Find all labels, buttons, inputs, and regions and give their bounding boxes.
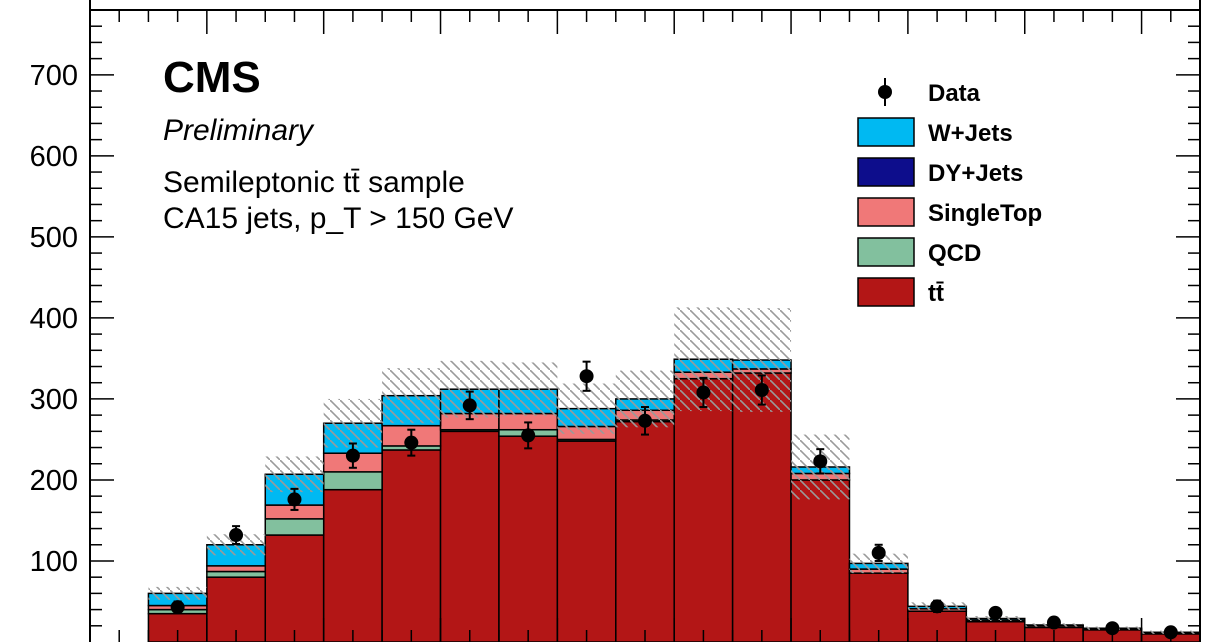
bar-tt-bin-9 bbox=[615, 420, 675, 642]
data-point-bin-5 bbox=[404, 435, 419, 450]
bar-tt-bin-6 bbox=[439, 430, 500, 642]
uncertainty-bin-4 bbox=[323, 398, 383, 448]
uncertainty-bin-5 bbox=[382, 368, 441, 424]
data-point-bin-4 bbox=[345, 448, 360, 463]
data-points bbox=[170, 360, 1178, 640]
uncertainty-bin-1 bbox=[148, 586, 207, 600]
data-point-bin-14 bbox=[930, 599, 945, 614]
y-tick-label-500: 500 bbox=[30, 222, 78, 254]
bar-tt-bin-11 bbox=[731, 372, 792, 642]
legend-swatch-tt bbox=[857, 277, 915, 307]
y-tick-label-600: 600 bbox=[30, 141, 78, 173]
data-point-bin-11 bbox=[754, 383, 769, 398]
legend-swatch-qcd bbox=[857, 237, 915, 267]
y-tick-label-100: 100 bbox=[30, 546, 78, 578]
bar-tt-bin-4 bbox=[322, 488, 383, 642]
uncertainty-bin-7 bbox=[498, 362, 558, 416]
preliminary-label: Preliminary bbox=[163, 114, 315, 147]
legend-label-singletop: SingleTop bbox=[928, 200, 1042, 227]
y-tick-label-700: 700 bbox=[30, 60, 78, 92]
bar-tt-bin-10 bbox=[673, 377, 734, 642]
sample-annotation: Semileptonic tt̄ sample bbox=[163, 166, 465, 199]
bar-singletop-bin-2 bbox=[206, 565, 267, 573]
mc-uncertainty-band bbox=[148, 307, 1200, 634]
data-point-bin-15 bbox=[988, 605, 1003, 620]
cms-title: CMS bbox=[163, 53, 261, 102]
bar-tt-bin-12 bbox=[790, 479, 851, 642]
bar-qcd-bin-2 bbox=[206, 570, 267, 578]
uncertainty-bin-8 bbox=[557, 383, 616, 434]
y-tick-label-400: 400 bbox=[30, 303, 78, 335]
legend-data-marker bbox=[878, 85, 892, 99]
y-tick-label-200: 200 bbox=[30, 465, 78, 497]
data-point-bin-16 bbox=[1046, 615, 1061, 630]
uncertainty-bin-13 bbox=[849, 553, 908, 574]
data-point-bin-9 bbox=[638, 413, 652, 428]
bar-qcd-bin-3 bbox=[264, 518, 325, 536]
legend-label-wjets: W+Jets bbox=[928, 120, 1013, 147]
bar-qcd-bin-4 bbox=[322, 471, 383, 491]
legend-swatch-singletop bbox=[857, 197, 915, 227]
uncertainty-bin-3 bbox=[265, 456, 324, 493]
y-tick-labels: 100 200 300 400 500 600 700 bbox=[30, 60, 78, 578]
data-point-bin-1 bbox=[170, 600, 185, 615]
legend-label-qcd: QCD bbox=[928, 240, 981, 267]
bar-tt-bin-8 bbox=[556, 440, 617, 642]
legend-label-dyjets: DY+Jets bbox=[928, 160, 1023, 187]
legend: Data W+Jets DY+Jets SingleTop QCD tt̄ bbox=[857, 78, 1042, 307]
legend-swatch-wjets bbox=[857, 117, 915, 147]
legend-swatch-dyjets bbox=[857, 157, 915, 187]
data-point-bin-2 bbox=[229, 528, 244, 543]
data-point-bin-8 bbox=[579, 369, 594, 384]
data-point-bin-6 bbox=[462, 398, 477, 413]
data-point-bin-12 bbox=[813, 454, 828, 469]
jets-annotation: CA15 jets, p_T > 150 GeV bbox=[163, 202, 514, 235]
axes bbox=[89, 0, 1201, 642]
legend-label-data: Data bbox=[928, 80, 981, 107]
legend-label-tt: tt̄ bbox=[928, 280, 944, 307]
data-point-bin-13 bbox=[871, 545, 886, 560]
data-point-bin-17 bbox=[1105, 621, 1120, 636]
data-point-bin-10 bbox=[696, 385, 711, 400]
data-point-bin-3 bbox=[287, 492, 302, 507]
y-tick-label-300: 300 bbox=[30, 384, 78, 416]
bar-tt-bin-3 bbox=[264, 534, 325, 642]
bar-tt-bin-7 bbox=[498, 435, 559, 642]
data-point-bin-7 bbox=[521, 428, 536, 443]
bar-tt-bin-5 bbox=[381, 449, 442, 642]
